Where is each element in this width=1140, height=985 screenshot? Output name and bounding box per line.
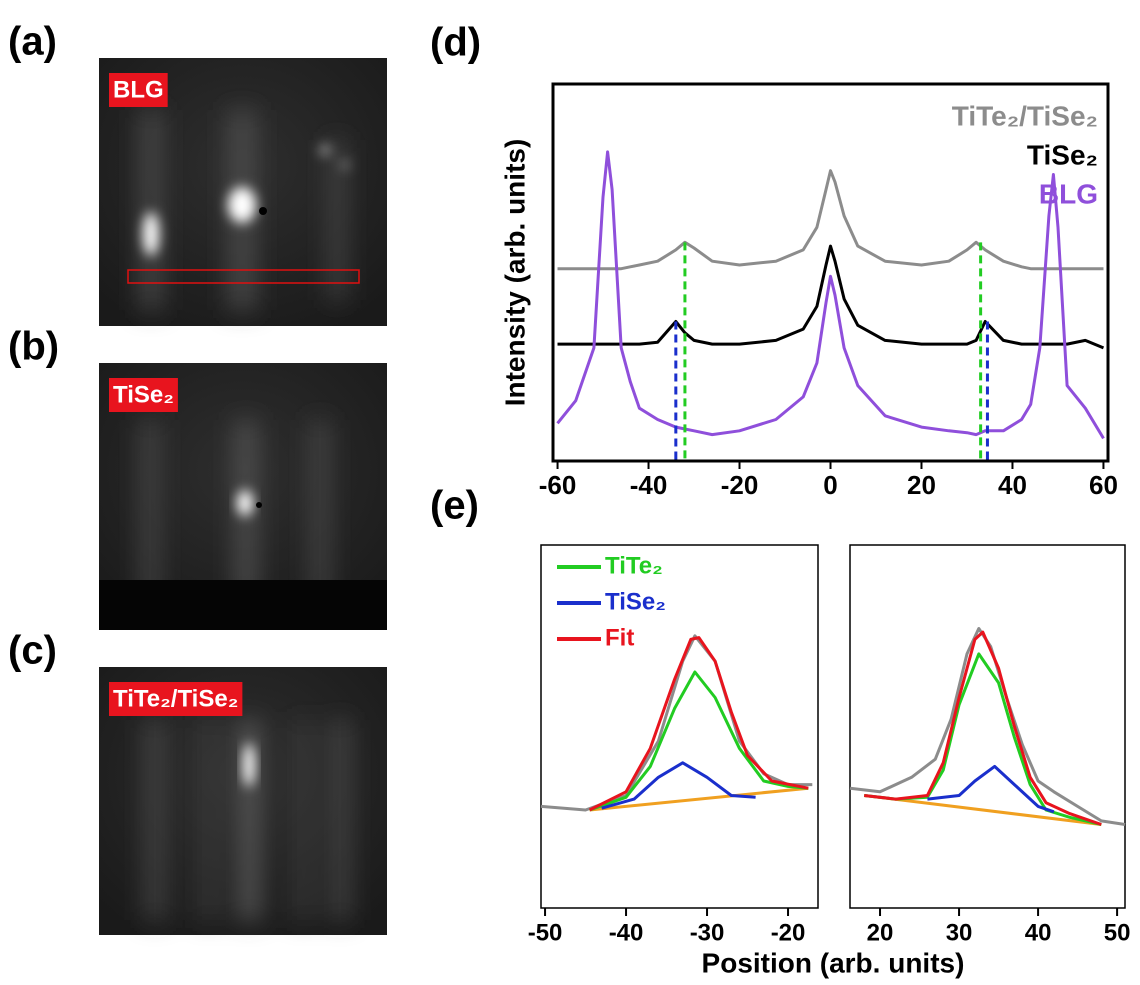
series-line: [589, 786, 809, 812]
sample-tag-text: TiTe₂/TiSe₂: [113, 685, 238, 712]
streaks: [140, 420, 330, 600]
beam-stop: [259, 207, 267, 215]
series-line: [557, 169, 1104, 271]
panel-label: (d): [430, 21, 481, 65]
plot-frame: [551, 82, 1110, 463]
x-tick-label: 50: [1104, 919, 1131, 946]
x-tick-label: -20: [721, 470, 759, 500]
spot: [237, 490, 253, 516]
series-line: [864, 794, 1102, 826]
legend-label: TiSe₂: [1027, 139, 1098, 170]
x-tick-label: 0: [823, 470, 837, 500]
x-tick-label: -50: [528, 919, 563, 946]
beam-stop: [256, 502, 262, 508]
panel-label: (c): [8, 629, 57, 673]
series-line: [588, 636, 809, 812]
sample-tag-text: BLG: [113, 76, 164, 103]
series-line: [589, 670, 809, 812]
x-tick-label: -40: [630, 470, 668, 500]
x-tick-label: 30: [946, 919, 973, 946]
roi-box: [127, 269, 360, 284]
x-tick-label: 60: [1089, 470, 1118, 500]
rheed-image-a: [99, 58, 387, 326]
shadow: [99, 580, 387, 630]
rheed-image-b: [99, 363, 387, 630]
x-axis-label: Position (arb. units): [702, 947, 965, 978]
series-line: [556, 150, 1105, 440]
y-axis-label: Intensity (arb. units): [499, 139, 530, 407]
plot-frame: [540, 544, 819, 909]
x-tick-label: 40: [998, 470, 1027, 500]
x-tick-label: 40: [1025, 919, 1052, 946]
series-line: [540, 634, 813, 812]
legend-label: Fit: [605, 624, 634, 651]
spots: [143, 145, 349, 256]
series-line: [557, 244, 1105, 350]
panel-label: (b): [8, 325, 59, 369]
x-tick-label: 20: [907, 470, 936, 500]
sample-tag: BLG: [109, 73, 168, 107]
legend-label: TiTe₂/TiSe₂: [952, 100, 1098, 131]
series-line: [849, 627, 1126, 826]
series-line: [927, 764, 1055, 814]
series-line: [864, 630, 1102, 826]
x-tick-label: 20: [867, 919, 894, 946]
sample-tag: TiTe₂/TiSe₂: [109, 682, 243, 716]
tag-box: [109, 682, 243, 716]
spot: [243, 743, 255, 787]
panel-label: (a): [8, 20, 57, 64]
tag-box: [109, 73, 168, 107]
x-tick-label: -30: [690, 919, 725, 946]
series-line: [601, 761, 756, 810]
sample-tag: TiSe₂: [109, 378, 178, 412]
x-tick-label: -60: [539, 470, 577, 500]
tag-box: [109, 378, 178, 412]
x-tick-label: -40: [609, 919, 644, 946]
legend-label: BLG: [1039, 178, 1098, 209]
plot-frame: [849, 544, 1126, 909]
panel-label: (e): [430, 484, 479, 528]
legend-label: TiTe₂: [605, 552, 663, 579]
legend-label: TiSe₂: [605, 588, 666, 615]
sample-tag-text: TiSe₂: [113, 381, 174, 408]
x-tick-label: -20: [771, 919, 806, 946]
